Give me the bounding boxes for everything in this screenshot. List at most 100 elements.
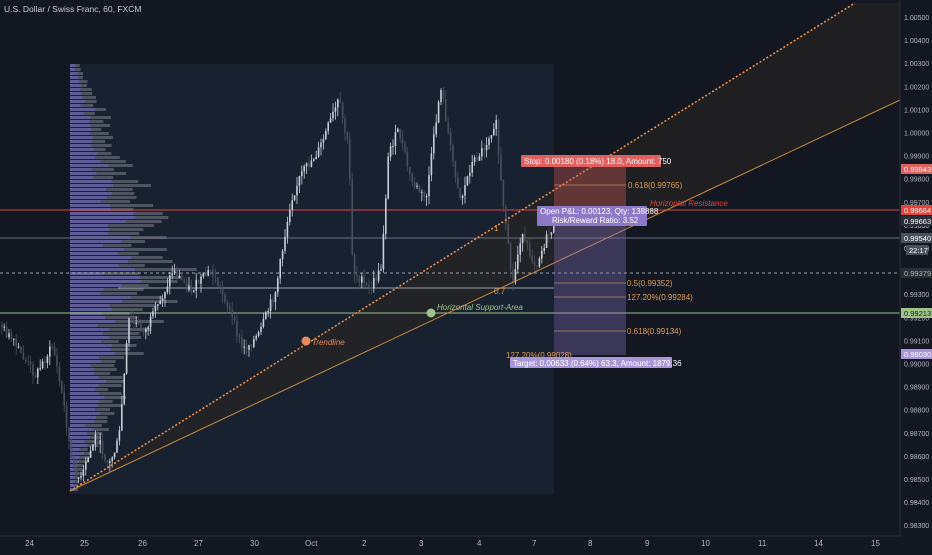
volume-bar — [99, 400, 113, 403]
candle-body — [221, 287, 224, 295]
volume-bar — [107, 232, 140, 235]
volume-bar — [107, 196, 137, 199]
volume-bar — [70, 204, 111, 207]
volume-bar — [70, 216, 136, 219]
volume-bar — [124, 248, 167, 251]
time-tick-label: 27 — [194, 539, 203, 548]
volume-bar — [70, 268, 136, 271]
candle-body — [421, 191, 423, 193]
volume-bar — [90, 124, 110, 127]
candle-body — [137, 322, 140, 324]
time-tick-label: 2 — [362, 539, 367, 548]
volume-bar — [70, 352, 115, 355]
candle-body — [541, 250, 543, 259]
candle-body — [229, 306, 231, 311]
volume-bar — [70, 196, 108, 199]
candle-body — [32, 364, 34, 376]
volume-bar — [84, 452, 91, 455]
volume-bar — [70, 68, 76, 71]
volume-bar — [70, 444, 88, 447]
candle-body — [183, 279, 185, 283]
volume-bar — [95, 388, 108, 391]
volume-bar — [89, 120, 104, 123]
stop-label-box[interactable] — [521, 155, 661, 167]
candle-body — [375, 278, 377, 281]
volume-bar — [75, 484, 78, 487]
volume-bar — [92, 144, 112, 147]
volume-bar — [70, 400, 100, 403]
countdown-badge — [906, 245, 928, 255]
volume-bar — [70, 164, 109, 167]
target-label-box[interactable] — [510, 357, 672, 368]
price-tick-label: 0.99700 — [904, 200, 929, 207]
candle-body — [291, 200, 293, 211]
candle-body — [37, 368, 39, 378]
support-marker-icon[interactable] — [426, 308, 436, 318]
price-tick-label: 0.99000 — [904, 362, 929, 369]
candle-body — [286, 221, 289, 237]
candle-body — [123, 373, 125, 405]
profit-target-zone[interactable] — [554, 225, 626, 355]
candle-body — [373, 278, 375, 289]
channel-line[interactable] — [69, 99, 901, 492]
volume-bar — [118, 264, 145, 267]
stop-price-text: 0.99843 — [904, 165, 931, 174]
candle-body — [73, 457, 75, 467]
fib-label-2: 0.5(0.99352) — [627, 279, 673, 288]
candle-body — [214, 276, 217, 278]
candle-body — [236, 320, 238, 337]
volume-bar — [70, 472, 78, 475]
volume-bar — [109, 336, 142, 339]
volume-bar — [70, 364, 91, 367]
open-pnl-label: Open P&L: 0.00123, Qty: 138888 — [540, 207, 659, 216]
candle-body — [65, 405, 68, 428]
candle-body — [75, 466, 77, 480]
price-tick-label: 0.98400 — [904, 500, 929, 507]
price-tick-label: 1.00500 — [904, 15, 929, 22]
candle-body — [161, 298, 164, 301]
volume-bar — [100, 160, 126, 163]
price-tick-label: 1.00100 — [904, 107, 929, 114]
candle-body — [370, 287, 373, 289]
pnl-info-box[interactable] — [537, 206, 647, 226]
candle-body — [425, 196, 428, 198]
time-tick-label: 10 — [701, 539, 710, 548]
candle-body — [128, 318, 130, 343]
candle-body — [449, 132, 452, 146]
candle-body — [519, 243, 521, 255]
price-tick-label: 0.99300 — [904, 292, 929, 299]
volume-bar — [70, 424, 85, 427]
candle-body — [80, 475, 82, 478]
candle-body — [20, 346, 22, 353]
candle-body — [452, 145, 454, 162]
candle-body — [277, 278, 279, 293]
candle-body — [526, 240, 529, 244]
price-tick-label: 1.00200 — [904, 84, 929, 91]
candle-body — [505, 207, 507, 225]
fib-label-3: 127.20%(0.99284) — [627, 293, 693, 302]
candle-body — [397, 128, 399, 133]
candle-body — [17, 346, 20, 348]
candle-body — [140, 323, 142, 329]
volume-bar — [70, 440, 85, 443]
resistance-price-badge — [901, 205, 932, 215]
volume-bar — [70, 368, 95, 371]
volume-bar — [104, 396, 127, 399]
candle-body — [454, 161, 457, 178]
volume-bar — [70, 220, 126, 223]
trendline-marker-icon[interactable] — [301, 336, 311, 346]
volume-bar — [84, 112, 95, 115]
candle-body — [548, 234, 550, 236]
time-tick-label: 25 — [80, 539, 89, 548]
candle-body — [77, 477, 80, 480]
volume-bar — [70, 280, 142, 283]
candle-body — [130, 318, 133, 320]
volume-bar — [94, 148, 106, 151]
volume-bar — [70, 380, 107, 383]
candle-body — [104, 454, 106, 461]
time-axis[interactable] — [0, 536, 900, 550]
volume-bar — [70, 100, 86, 103]
candle-body — [250, 345, 253, 347]
candle-body — [296, 185, 298, 196]
